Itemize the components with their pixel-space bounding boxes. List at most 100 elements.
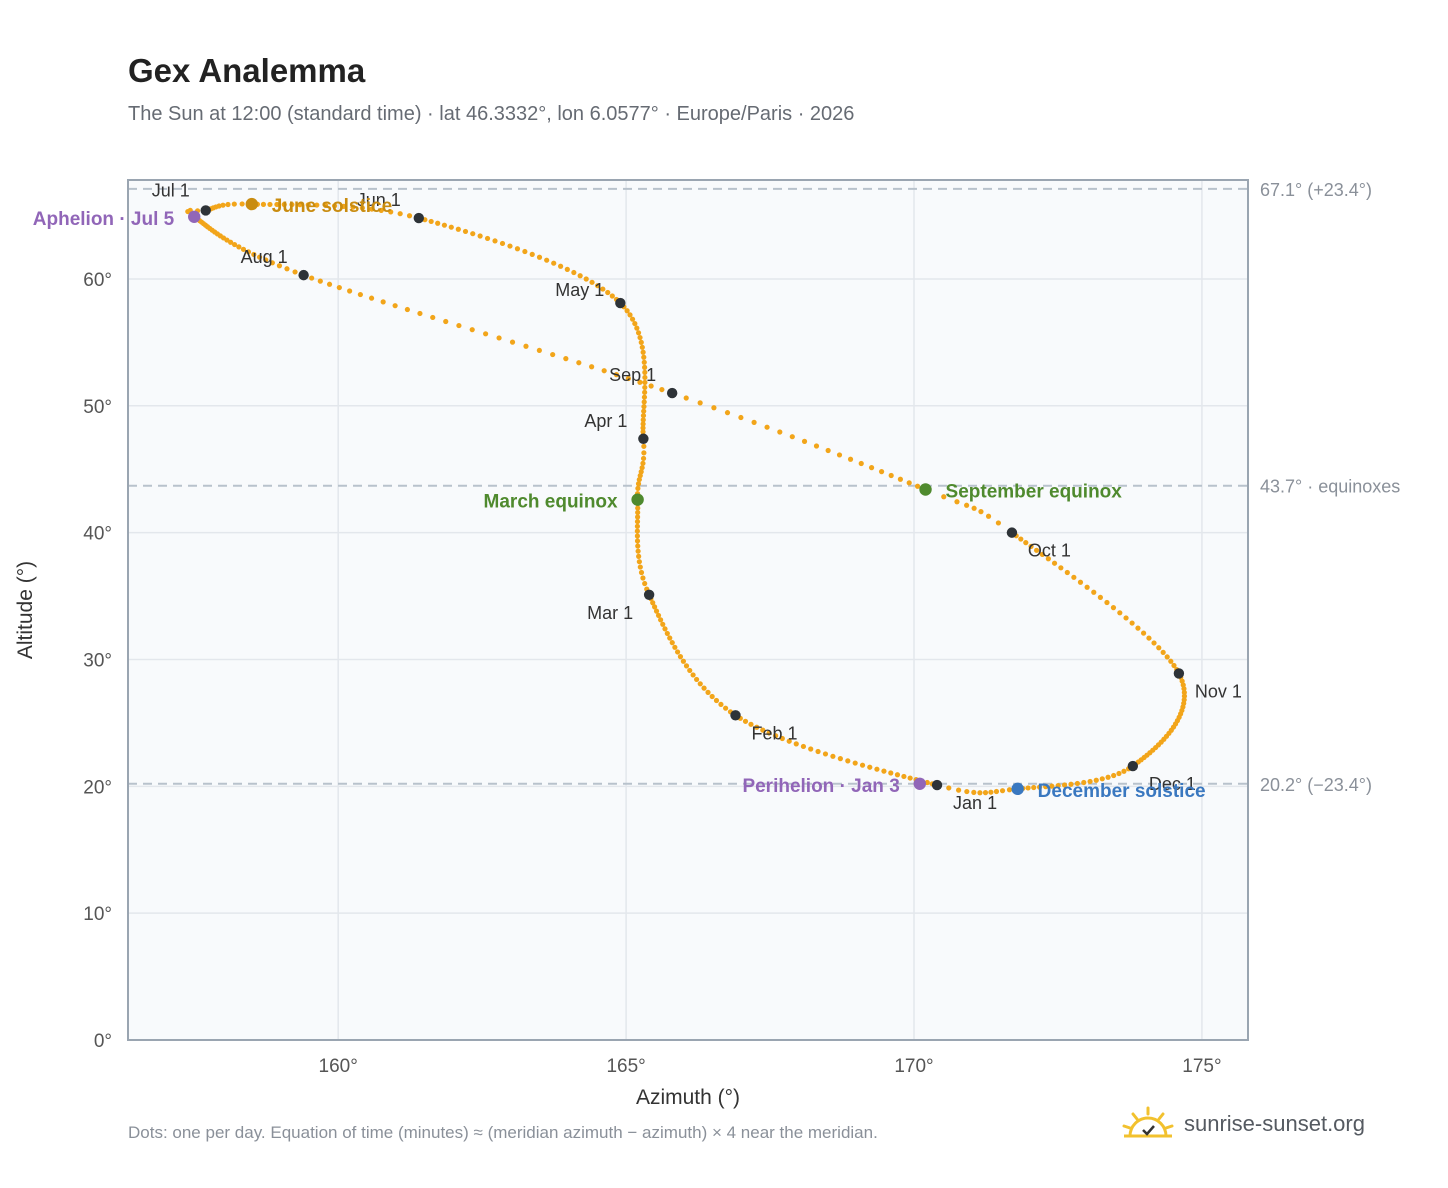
daily-sun-dot: [642, 379, 648, 386]
daily-sun-dot: [576, 360, 582, 366]
daily-sun-dot: [594, 283, 601, 289]
event-label: September equinox: [946, 481, 1123, 502]
daily-sun-dot: [766, 730, 772, 736]
footer-note: Dots: one per day. Equation of time (min…: [128, 1123, 878, 1142]
daily-sun-dot: [709, 693, 715, 700]
month-marker-dot: [1006, 527, 1018, 538]
daily-sun-dot: [718, 701, 724, 708]
reference-line-label: 20.2° (−23.4°): [1260, 775, 1372, 795]
daily-sun-dot: [322, 202, 329, 208]
daily-sun-dot: [641, 394, 648, 400]
daily-sun-dot: [1105, 774, 1111, 780]
daily-sun-dot: [813, 443, 820, 449]
daily-sun-dot: [417, 310, 423, 317]
daily-sun-dot: [1160, 649, 1166, 655]
y-tick-label: 40°: [83, 524, 112, 545]
daily-sun-dot: [641, 404, 647, 410]
daily-sun-dot: [1071, 574, 1077, 580]
daily-sun-dot: [634, 514, 641, 520]
daily-sun-dot: [635, 509, 641, 516]
daily-sun-dot: [583, 276, 589, 282]
daily-sun-dot: [1068, 781, 1074, 787]
daily-sun-dot: [637, 334, 643, 341]
daily-sun-dot: [946, 785, 952, 791]
y-tick-label: 30°: [83, 650, 112, 671]
brand[interactable]: sunrise-sunset.org: [1122, 1104, 1365, 1144]
daily-sun-dot: [1043, 784, 1049, 790]
month-marker-label: Jun 1: [357, 190, 401, 210]
daily-sun-dot: [674, 649, 681, 655]
month-marker-label: Jul 1: [152, 180, 190, 200]
plot-frame: [127, 179, 1249, 1041]
month-markers: Jan 1 Feb 1 Mar 1 Apr 1 May 1 Jun 1 Jul 1 Aug 1…: [152, 180, 1242, 813]
daily-sun-dot: [392, 303, 398, 309]
daily-sun-dot: [551, 260, 557, 266]
daily-sun-dot: [305, 202, 311, 208]
daily-sun-dot: [680, 658, 687, 664]
daily-sun-dot: [470, 231, 476, 237]
x-tick-label: 165°: [606, 1056, 645, 1077]
daily-sun-dot: [314, 202, 320, 208]
daily-sun-dot: [601, 368, 607, 374]
daily-sun-dot: [448, 224, 454, 230]
daily-sun-dot: [830, 753, 836, 759]
daily-sun-dot: [274, 201, 280, 208]
daily-sun-dot: [738, 414, 744, 421]
month-marker-label: Mar 1: [587, 603, 633, 623]
daily-sun-dot: [635, 505, 641, 511]
daily-sun-dot: [660, 621, 666, 627]
daily-sun-dot: [1117, 610, 1123, 616]
daily-sun-dot: [483, 331, 489, 337]
daily-sun-dot: [650, 600, 656, 606]
daily-sun-dot: [359, 205, 365, 211]
daily-sun-dot: [281, 201, 287, 208]
daily-sun-dot: [477, 233, 483, 239]
daily-sun-dot: [1023, 539, 1029, 546]
month-marker-dot: [931, 779, 943, 791]
daily-sun-dot: [977, 790, 983, 796]
daily-sun-dot: [640, 421, 646, 427]
daily-sun-dot: [251, 251, 257, 258]
daily-sun-dot: [635, 543, 641, 549]
daily-sun-dot: [635, 481, 642, 487]
daily-sun-dot: [1058, 565, 1064, 571]
daily-sun-dot: [564, 266, 570, 272]
daily-sun-dot: [1146, 635, 1152, 641]
daily-sun-dot: [964, 788, 970, 795]
month-marker-dot: [638, 433, 649, 444]
sun-logo-icon: [1122, 1106, 1174, 1138]
daily-sun-dot: [713, 697, 720, 704]
daily-sun-dot: [642, 374, 648, 381]
daily-sun-dot: [455, 226, 461, 232]
daily-sun-dot: [492, 238, 498, 244]
daily-sun-dot: [227, 239, 234, 245]
daily-sun-dot: [751, 419, 757, 425]
daily-sun-dot: [638, 469, 644, 475]
daily-sun-dot: [985, 513, 992, 519]
daily-sun-dot: [779, 735, 785, 742]
daily-sun-dot: [523, 343, 529, 349]
daily-sun-dot: [1018, 536, 1024, 542]
daily-sun-dot: [941, 494, 947, 500]
daily-sun-dot: [635, 548, 641, 554]
event-label: Perihelion · Jan 3: [742, 776, 899, 797]
daily-sun-dot: [1171, 662, 1177, 669]
month-marker-dot: [1173, 668, 1185, 679]
daily-sun-dot: [514, 246, 521, 252]
daily-sun-dot: [1093, 777, 1099, 783]
daily-sun-dot: [867, 764, 873, 770]
daily-sun-dot: [659, 386, 665, 393]
daily-sun-dot: [1110, 605, 1117, 611]
daily-sun-dot: [639, 465, 645, 471]
y-tick-label: 10°: [83, 904, 112, 925]
daily-sun-dot: [971, 505, 977, 511]
daily-sun-dot: [801, 438, 808, 444]
daily-sun-dot: [267, 201, 273, 208]
month-marker-label: Oct 1: [1028, 541, 1071, 561]
daily-sun-dot: [664, 630, 670, 637]
daily-sun-dot: [284, 266, 290, 272]
daily-sun-dot: [655, 612, 662, 619]
daily-sun-dot: [637, 379, 643, 385]
daily-sun-dot: [317, 278, 323, 284]
month-marker-label: May 1: [555, 280, 604, 300]
